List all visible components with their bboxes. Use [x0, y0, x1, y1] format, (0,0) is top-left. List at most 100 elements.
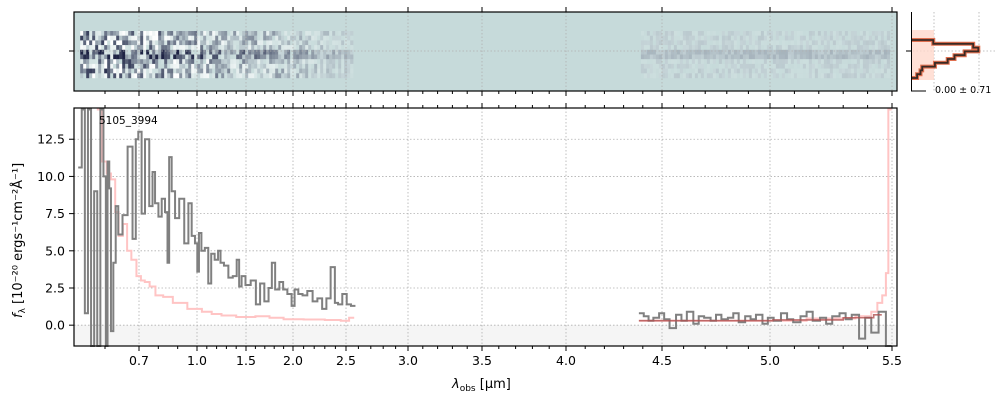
2d-spectrum-pixel [643, 45, 648, 50]
2d-spectrum-pixel [724, 63, 729, 69]
2d-spectrum-pixel [134, 40, 138, 46]
2d-spectrum-pixel [317, 68, 321, 74]
2d-spectrum-pixel [299, 35, 303, 41]
2d-spectrum-pixel [709, 63, 714, 69]
2d-spectrum-pixel [793, 31, 798, 36]
2d-spectrum-pixel [110, 40, 114, 46]
2d-spectrum-pixel [787, 40, 792, 46]
2d-spectrum-pixel [134, 59, 138, 65]
2d-spectrum-pixel [299, 45, 303, 50]
2d-spectrum-pixel [80, 54, 84, 60]
2d-spectrum-pixel [104, 73, 108, 79]
2d-spectrum-pixel [709, 68, 714, 74]
2d-spectrum-pixel [886, 73, 891, 79]
2d-spectrum-pixel [146, 31, 150, 36]
2d-spectrum-pixel [829, 49, 834, 55]
2d-spectrum-pixel [775, 31, 780, 36]
2d-spectrum-pixel [757, 35, 762, 41]
2d-spectrum-pixel [335, 59, 339, 65]
2d-spectrum-pixel [883, 45, 888, 50]
2d-spectrum-pixel [95, 49, 99, 55]
2d-spectrum-pixel [176, 54, 180, 60]
2d-spectrum-pixel [323, 45, 327, 50]
2d-spectrum-pixel [197, 68, 201, 74]
2d-spectrum-pixel [122, 63, 126, 69]
2d-spectrum-pixel [290, 45, 294, 50]
2d-spectrum-pixel [658, 54, 663, 60]
2d-spectrum-pixel [661, 40, 666, 46]
2d-spectrum-pixel [284, 63, 288, 69]
2d-spectrum-pixel [92, 35, 96, 41]
2d-spectrum-pixel [667, 63, 672, 69]
2d-spectrum-pixel [170, 40, 174, 46]
2d-spectrum-pixel [856, 35, 861, 41]
2d-spectrum-pixel [856, 59, 861, 65]
2d-spectrum-pixel [110, 63, 114, 69]
flux-spectrum-line-segment-2 [638, 310, 892, 347]
2d-spectrum-pixel [799, 31, 804, 36]
2d-spectrum-pixel [832, 31, 837, 36]
2d-spectrum-pixel [814, 49, 819, 55]
2d-spectrum-pixel [143, 49, 147, 55]
2d-spectrum-pixel [778, 73, 783, 79]
2d-spectrum-pixel [203, 45, 207, 50]
2d-spectrum-pixel [305, 54, 309, 60]
2d-spectrum-pixel [305, 31, 309, 36]
2d-spectrum-pixel [781, 59, 786, 65]
2d-spectrum-pixel [173, 59, 177, 65]
2d-spectrum-pixel [676, 59, 681, 65]
2d-spectrum-pixel [305, 45, 309, 50]
2d-spectrum-pixel [161, 35, 165, 41]
2d-spectrum-pixel [646, 73, 651, 79]
2d-spectrum-pixel [173, 31, 177, 36]
2d-spectrum-pixel [158, 49, 162, 55]
2d-spectrum-pixel [814, 59, 819, 65]
2d-spectrum-pixel [805, 49, 810, 55]
2d-spectrum-pixel [179, 45, 183, 50]
2d-spectrum-pixel [299, 54, 303, 60]
2d-spectrum-pixel [823, 45, 828, 50]
2d-spectrum-pixel [155, 31, 159, 36]
2d-spectrum-pixel [688, 40, 693, 46]
2d-spectrum-pixel [263, 59, 267, 65]
2d-spectrum-pixel [347, 45, 351, 50]
2d-spectrum-pixel [161, 63, 165, 69]
2d-spectrum-pixel [326, 63, 330, 69]
2d-spectrum-pixel [724, 45, 729, 50]
2d-spectrum-pixel [164, 59, 168, 65]
2d-spectrum-pixel [182, 73, 186, 79]
2d-spectrum-pixel [814, 54, 819, 60]
2d-spectrum-pixel [86, 40, 90, 46]
2d-spectrum-pixel [263, 45, 267, 50]
2d-spectrum-pixel [170, 73, 174, 79]
2d-spectrum-pixel [736, 59, 741, 65]
2d-spectrum-pixel [694, 73, 699, 79]
2d-spectrum-pixel [709, 59, 714, 65]
2d-spectrum-pixel [766, 40, 771, 46]
2d-spectrum-pixel [341, 54, 345, 60]
2d-spectrum-pixel [272, 45, 276, 50]
2d-spectrum-pixel [146, 54, 150, 60]
x-tick-label: 1.5 [236, 353, 256, 368]
2d-spectrum-pixel [242, 40, 246, 46]
2d-spectrum-pixel [200, 40, 204, 46]
2d-spectrum-pixel [772, 49, 777, 55]
2d-spectrum-pixel [326, 68, 330, 74]
2d-spectrum-pixel [745, 49, 750, 55]
2d-spectrum-pixel [239, 49, 243, 55]
2d-spectrum-pixel [673, 35, 678, 41]
2d-spectrum-pixel [847, 35, 852, 41]
2d-spectrum-pixel [652, 54, 657, 60]
2d-spectrum-pixel [347, 59, 351, 65]
2d-spectrum-pixel [712, 35, 717, 41]
2d-spectrum-pixel [778, 59, 783, 65]
2d-spectrum-pixel [706, 49, 711, 55]
2d-spectrum-pixel [341, 73, 345, 79]
2d-spectrum-pixel [257, 49, 261, 55]
2d-spectrum-pixel [185, 54, 189, 60]
2d-spectrum-pixel [155, 59, 159, 65]
2d-spectrum-pixel [206, 49, 210, 55]
2d-spectrum-pixel [104, 49, 108, 55]
2d-spectrum-pixel [107, 45, 111, 50]
2d-spectrum-pixel [128, 54, 132, 60]
